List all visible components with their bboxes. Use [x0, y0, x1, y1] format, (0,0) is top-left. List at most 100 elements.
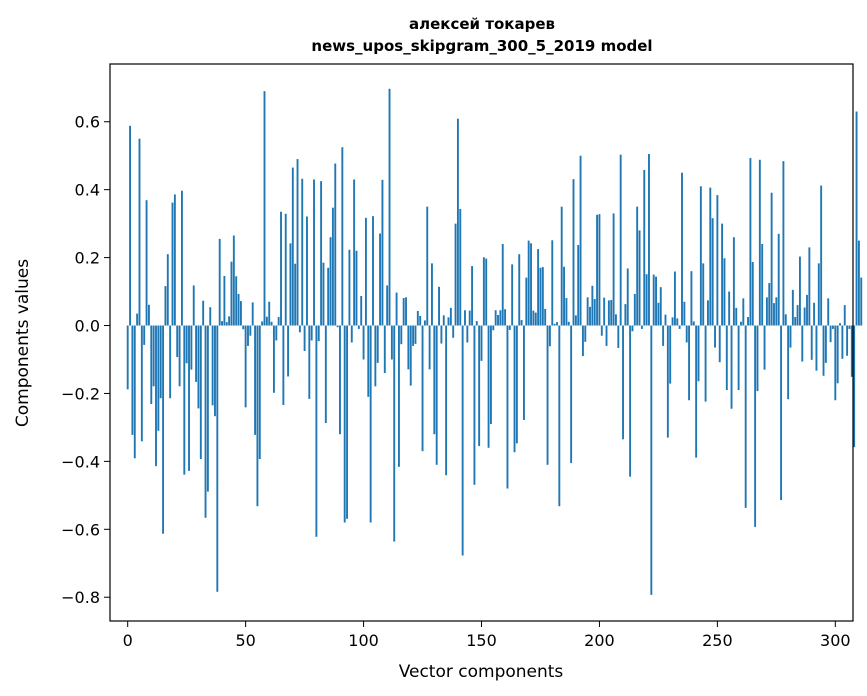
x-tick-label: 150 [466, 631, 497, 650]
bar-308 [853, 325, 856, 448]
bar-91 [341, 147, 344, 326]
bar-181 [553, 323, 556, 326]
bar-244 [702, 263, 705, 326]
bar-191 [577, 245, 580, 326]
bar-39 [218, 238, 221, 326]
bar-162 [508, 325, 511, 330]
bar-285 [798, 256, 801, 326]
bar-240 [692, 321, 695, 326]
bar-121 [412, 325, 415, 346]
bar-303 [841, 325, 844, 359]
bar-192 [579, 155, 582, 326]
bar-104 [372, 216, 374, 326]
bar-237 [685, 325, 688, 343]
bar-150 [480, 325, 483, 361]
bar-299 [832, 325, 834, 329]
bar-216 [636, 206, 639, 326]
bar-270 [763, 325, 766, 370]
y-tick-label: 0.6 [75, 113, 100, 132]
bar-260 [740, 321, 742, 326]
bar-207 [615, 314, 617, 326]
bar-284 [796, 305, 799, 326]
bar-97 [355, 250, 358, 326]
bar-72 [296, 159, 299, 326]
bar-179 [548, 325, 551, 347]
bar-257 [732, 237, 735, 326]
bar-232 [673, 271, 676, 326]
bar-9 [147, 304, 150, 326]
bar-254 [725, 325, 728, 391]
bar-256 [730, 325, 733, 409]
bar-143 [464, 310, 466, 326]
bar-266 [754, 325, 757, 527]
bar-248 [711, 218, 714, 326]
bar-0 [126, 325, 129, 390]
bar-10 [150, 325, 153, 404]
bar-233 [676, 318, 679, 326]
bar-187 [567, 321, 570, 326]
bar-95 [350, 325, 353, 343]
bar-68 [287, 325, 290, 377]
bar-96 [353, 179, 356, 326]
bar-4 [136, 313, 139, 326]
bar-245 [704, 325, 707, 402]
bar-229 [666, 325, 669, 438]
bar-234 [678, 325, 681, 329]
bar-18 [169, 325, 172, 399]
y-tick-label: −0.4 [61, 452, 100, 471]
bar-117 [402, 298, 405, 326]
bar-242 [697, 325, 700, 382]
bar-288 [806, 294, 808, 326]
bar-193 [581, 325, 584, 357]
bar-209 [619, 154, 622, 326]
bar-220 [645, 274, 648, 326]
bar-115 [398, 325, 400, 467]
bar-78 [310, 325, 313, 341]
bar-65 [280, 211, 282, 326]
bar-223 [652, 274, 655, 326]
bar-165 [515, 325, 518, 444]
bar-44 [230, 261, 233, 326]
bar-152 [485, 258, 488, 326]
bar-127 [426, 206, 429, 326]
bar-219 [643, 169, 646, 326]
bar-1 [129, 125, 131, 326]
bar-174 [537, 249, 540, 326]
bar-221 [648, 154, 650, 326]
bar-304 [843, 305, 846, 326]
bar-128 [428, 325, 431, 370]
y-tick-label: 0.4 [75, 181, 100, 200]
bar-22 [178, 325, 181, 387]
bar-253 [723, 258, 726, 326]
bar-210 [622, 325, 624, 440]
bar-71 [294, 263, 297, 326]
bar-135 [445, 325, 448, 476]
bar-263 [747, 317, 749, 326]
bar-212 [626, 268, 629, 326]
bar-61 [270, 321, 273, 326]
bar-16 [164, 286, 167, 326]
bar-84 [324, 325, 327, 423]
bar-178 [546, 325, 549, 465]
bar-37 [214, 325, 216, 417]
bar-264 [749, 158, 752, 326]
bar-58 [263, 91, 266, 326]
bar-60 [268, 301, 271, 326]
bar-160 [504, 309, 507, 326]
bar-98 [357, 325, 360, 329]
bar-14 [159, 325, 162, 399]
bar-231 [671, 317, 674, 326]
bar-77 [308, 325, 311, 399]
bar-49 [242, 325, 245, 330]
bar-286 [801, 325, 804, 362]
bar-196 [589, 306, 591, 326]
bar-27 [190, 325, 193, 370]
bar-131 [435, 325, 438, 465]
y-tick-label: 0.0 [75, 317, 100, 336]
bar-126 [423, 320, 426, 326]
bar-183 [558, 325, 561, 507]
bar-251 [718, 325, 721, 363]
bar-306 [848, 325, 851, 329]
bar-81 [317, 325, 320, 342]
bar-243 [699, 186, 702, 326]
